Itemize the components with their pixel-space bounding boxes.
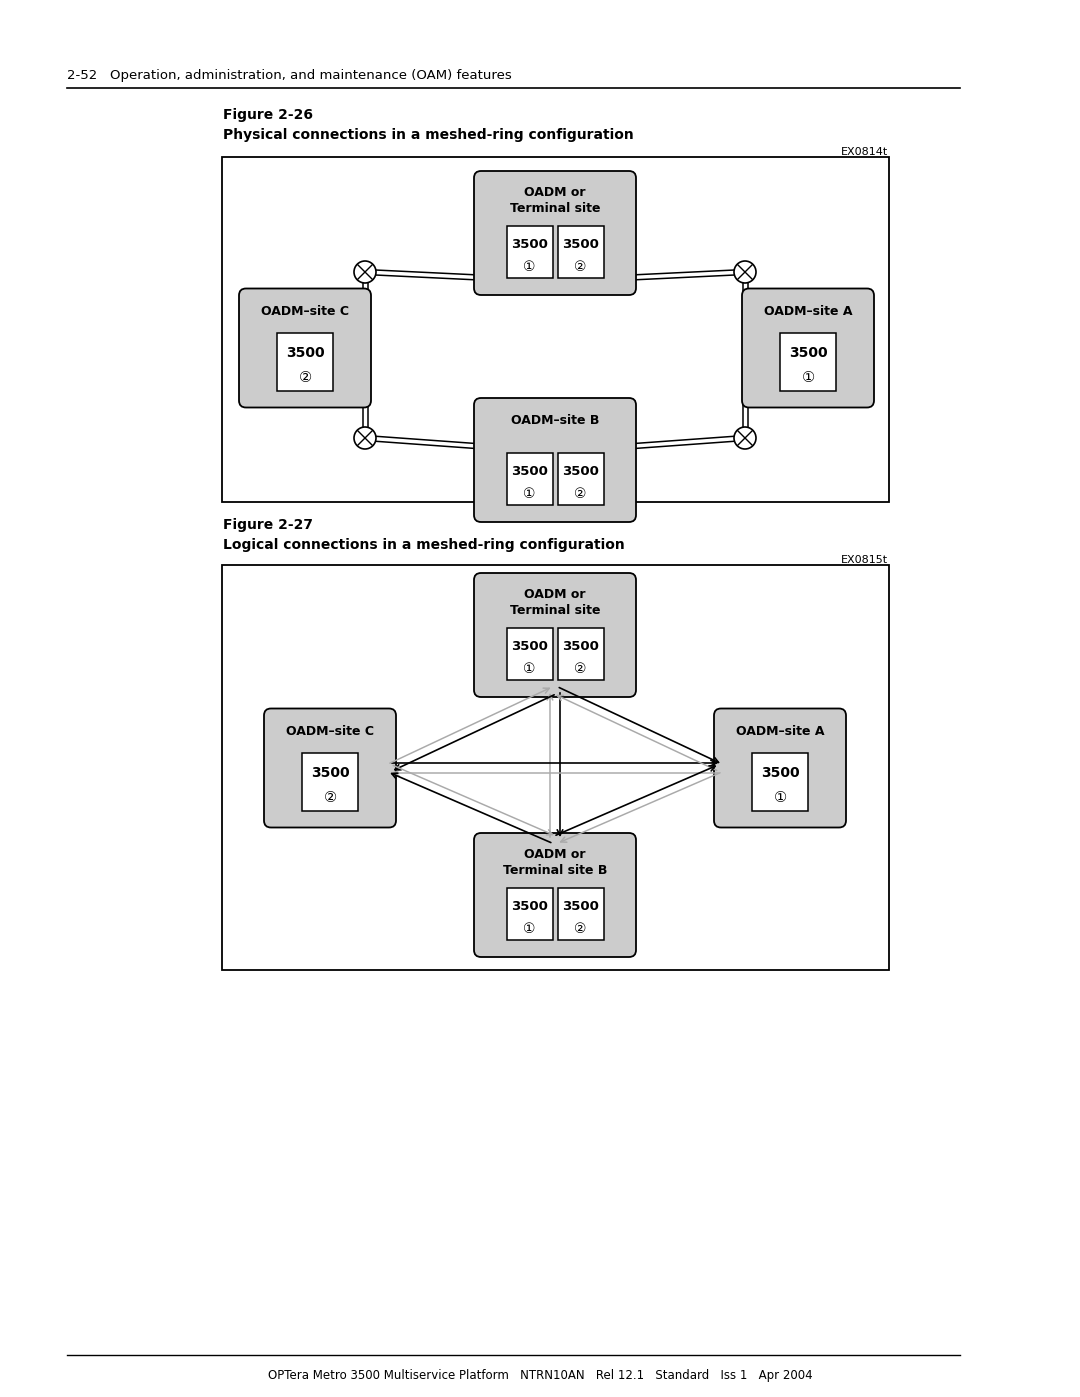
Circle shape	[354, 427, 376, 448]
Text: Figure 2-27: Figure 2-27	[222, 518, 313, 532]
Text: OPTera Metro 3500 Multiservice Platform   NTRN10AN   Rel 12.1   Standard   Iss 1: OPTera Metro 3500 Multiservice Platform …	[268, 1369, 812, 1382]
Text: 3500: 3500	[511, 900, 548, 912]
Text: ②: ②	[575, 260, 586, 274]
Text: ①: ①	[523, 662, 536, 676]
FancyBboxPatch shape	[222, 156, 889, 502]
Text: 3500: 3500	[511, 237, 548, 250]
Text: 3500: 3500	[562, 640, 599, 652]
Text: 2-52   Operation, administration, and maintenance (OAM) features: 2-52 Operation, administration, and main…	[67, 68, 512, 81]
Text: ①: ①	[523, 486, 536, 500]
FancyBboxPatch shape	[474, 833, 636, 957]
FancyBboxPatch shape	[507, 888, 553, 940]
FancyBboxPatch shape	[507, 453, 553, 504]
Circle shape	[354, 261, 376, 284]
Text: 3500: 3500	[788, 346, 827, 360]
FancyBboxPatch shape	[557, 629, 604, 680]
Text: Figure 2-26: Figure 2-26	[222, 108, 313, 122]
Text: OADM–site C: OADM–site C	[261, 305, 349, 319]
FancyBboxPatch shape	[474, 398, 636, 522]
FancyBboxPatch shape	[557, 453, 604, 504]
Text: ②: ②	[575, 486, 586, 500]
Text: 3500: 3500	[562, 237, 599, 250]
FancyBboxPatch shape	[507, 226, 553, 278]
Text: ②: ②	[323, 791, 337, 805]
FancyBboxPatch shape	[302, 753, 357, 810]
Text: ②: ②	[575, 922, 586, 936]
FancyBboxPatch shape	[239, 289, 372, 408]
Text: ①: ①	[523, 260, 536, 274]
FancyBboxPatch shape	[714, 708, 846, 827]
Text: 3500: 3500	[311, 766, 349, 780]
FancyBboxPatch shape	[507, 629, 553, 680]
Text: ①: ①	[773, 791, 786, 805]
FancyBboxPatch shape	[557, 226, 604, 278]
Text: Terminal site B: Terminal site B	[503, 863, 607, 876]
Text: 3500: 3500	[286, 346, 324, 360]
FancyBboxPatch shape	[222, 564, 889, 970]
Text: ②: ②	[298, 370, 311, 386]
FancyBboxPatch shape	[474, 573, 636, 697]
FancyBboxPatch shape	[276, 332, 333, 391]
Text: OADM–site A: OADM–site A	[735, 725, 824, 738]
Text: 3500: 3500	[760, 766, 799, 780]
Text: ①: ①	[801, 370, 814, 386]
Text: OADM or: OADM or	[524, 588, 585, 602]
FancyBboxPatch shape	[474, 170, 636, 295]
Circle shape	[734, 427, 756, 448]
Text: 3500: 3500	[511, 465, 548, 478]
Text: 3500: 3500	[562, 465, 599, 478]
Text: EX0814t: EX0814t	[840, 147, 888, 156]
Text: OADM–site A: OADM–site A	[764, 305, 852, 319]
FancyBboxPatch shape	[742, 289, 874, 408]
Text: 3500: 3500	[562, 900, 599, 912]
Text: Terminal site: Terminal site	[510, 201, 600, 215]
Text: EX0815t: EX0815t	[841, 555, 888, 564]
Text: 3500: 3500	[511, 640, 548, 652]
Circle shape	[734, 261, 756, 284]
Text: Logical connections in a meshed-ring configuration: Logical connections in a meshed-ring con…	[222, 538, 624, 552]
FancyBboxPatch shape	[264, 708, 396, 827]
Text: OADM–site C: OADM–site C	[286, 725, 374, 738]
Text: Terminal site: Terminal site	[510, 604, 600, 616]
Text: ①: ①	[523, 922, 536, 936]
Text: ②: ②	[575, 662, 586, 676]
Text: Physical connections in a meshed-ring configuration: Physical connections in a meshed-ring co…	[222, 129, 634, 142]
Text: OADM or: OADM or	[524, 187, 585, 200]
Text: OADM or: OADM or	[524, 848, 585, 862]
FancyBboxPatch shape	[780, 332, 836, 391]
Text: OADM–site B: OADM–site B	[511, 414, 599, 426]
FancyBboxPatch shape	[752, 753, 808, 810]
FancyBboxPatch shape	[557, 888, 604, 940]
